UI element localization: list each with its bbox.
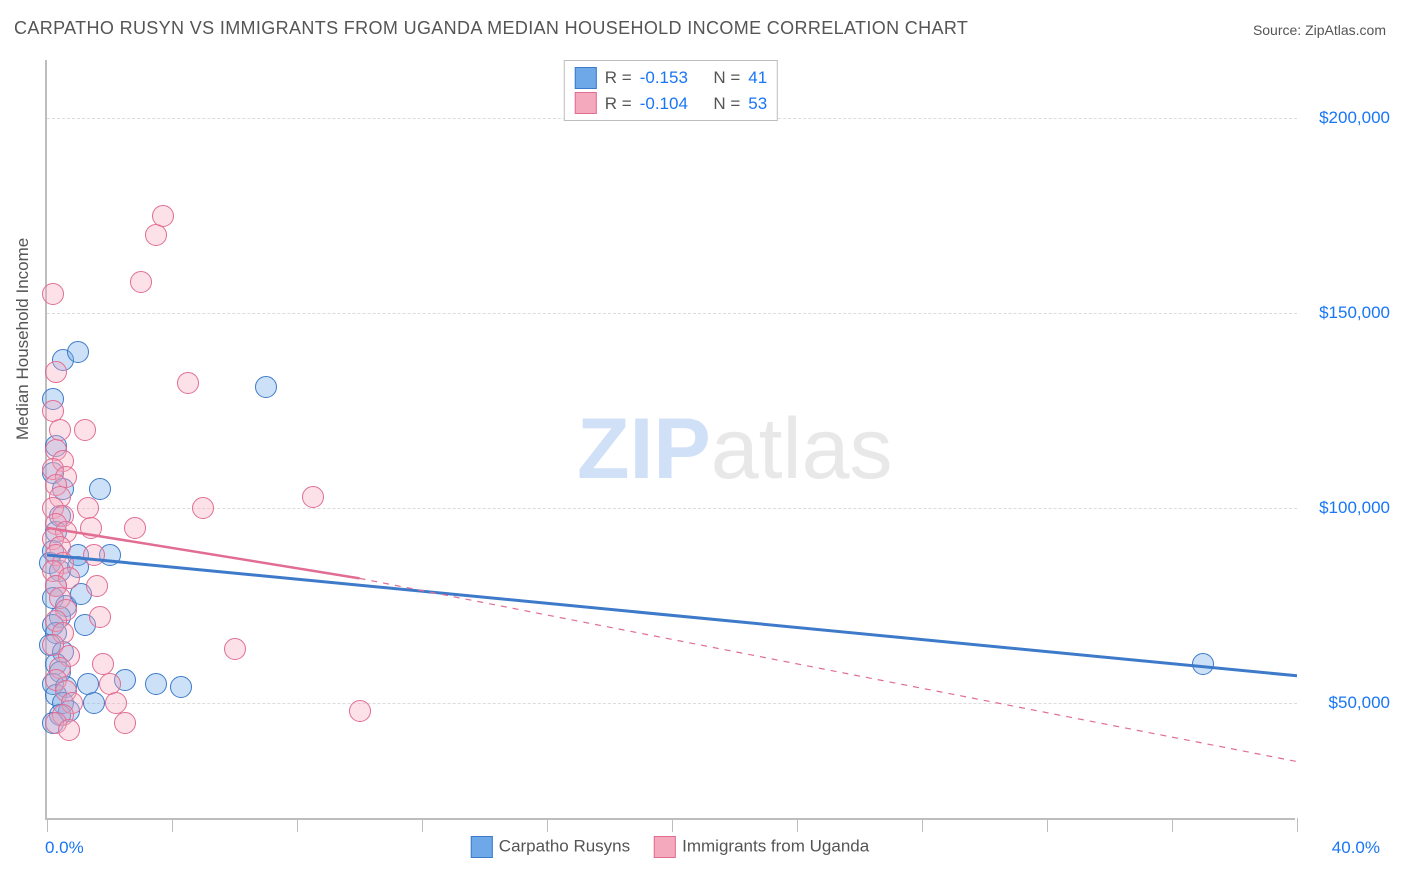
x-tick xyxy=(1297,818,1298,832)
data-point xyxy=(49,419,71,441)
series-legend: Carpatho Rusyns Immigrants from Uganda xyxy=(471,836,869,858)
plot-area: ZIPatlas R = -0.153 N = 41 R = -0.104 N … xyxy=(45,60,1295,820)
data-point xyxy=(58,719,80,741)
r-value-series1: -0.153 xyxy=(640,65,688,91)
y-tick-label: $150,000 xyxy=(1319,303,1390,323)
n-label: N = xyxy=(713,65,740,91)
y-tick-label: $100,000 xyxy=(1319,498,1390,518)
x-tick xyxy=(47,818,48,832)
data-point xyxy=(114,712,136,734)
data-point xyxy=(86,575,108,597)
data-point xyxy=(67,341,89,363)
legend-swatch-icon xyxy=(471,836,493,858)
x-tick xyxy=(922,818,923,832)
correlation-legend: R = -0.153 N = 41 R = -0.104 N = 53 xyxy=(564,60,778,121)
legend-label: Carpatho Rusyns xyxy=(499,836,630,855)
data-point xyxy=(1192,653,1214,675)
x-axis-max-label: 40.0% xyxy=(1332,838,1380,858)
data-point xyxy=(77,497,99,519)
chart-title: CARPATHO RUSYN VS IMMIGRANTS FROM UGANDA… xyxy=(14,18,968,39)
n-label: N = xyxy=(713,91,740,117)
data-point xyxy=(89,606,111,628)
data-point xyxy=(302,486,324,508)
y-axis-label: Median Household Income xyxy=(13,238,33,440)
data-point xyxy=(152,205,174,227)
data-point xyxy=(255,376,277,398)
data-point xyxy=(80,517,102,539)
x-tick xyxy=(297,818,298,832)
legend-label: Immigrants from Uganda xyxy=(682,836,869,855)
data-point xyxy=(83,544,105,566)
y-tick-label: $200,000 xyxy=(1319,108,1390,128)
data-point xyxy=(177,372,199,394)
data-point xyxy=(45,361,67,383)
r-label: R = xyxy=(605,91,632,117)
n-value-series1: 41 xyxy=(748,65,767,91)
legend-item-series1: Carpatho Rusyns xyxy=(471,836,630,858)
data-point xyxy=(74,419,96,441)
legend-row-series2: R = -0.104 N = 53 xyxy=(575,91,767,117)
y-tick-label: $50,000 xyxy=(1329,693,1390,713)
x-tick xyxy=(1047,818,1048,832)
data-point xyxy=(192,497,214,519)
legend-swatch-series1 xyxy=(575,67,597,89)
r-label: R = xyxy=(605,65,632,91)
r-value-series2: -0.104 xyxy=(640,91,688,117)
data-point xyxy=(145,224,167,246)
x-axis-min-label: 0.0% xyxy=(45,838,84,858)
data-point xyxy=(89,478,111,500)
data-point xyxy=(42,283,64,305)
data-point xyxy=(224,638,246,660)
data-point xyxy=(349,700,371,722)
legend-swatch-icon xyxy=(654,836,676,858)
x-tick xyxy=(547,818,548,832)
data-point xyxy=(170,676,192,698)
x-tick xyxy=(1172,818,1173,832)
data-point xyxy=(83,692,105,714)
x-tick xyxy=(797,818,798,832)
x-tick xyxy=(422,818,423,832)
legend-row-series1: R = -0.153 N = 41 xyxy=(575,65,767,91)
legend-item-series2: Immigrants from Uganda xyxy=(654,836,869,858)
x-tick xyxy=(172,818,173,832)
data-point xyxy=(124,517,146,539)
scatter-points-layer xyxy=(47,60,1297,820)
data-point xyxy=(145,673,167,695)
data-point xyxy=(130,271,152,293)
chart-area: Median Household Income ZIPatlas R = -0.… xyxy=(45,60,1295,820)
n-value-series2: 53 xyxy=(748,91,767,117)
x-tick xyxy=(672,818,673,832)
source-attribution: Source: ZipAtlas.com xyxy=(1253,22,1386,38)
legend-swatch-series2 xyxy=(575,92,597,114)
